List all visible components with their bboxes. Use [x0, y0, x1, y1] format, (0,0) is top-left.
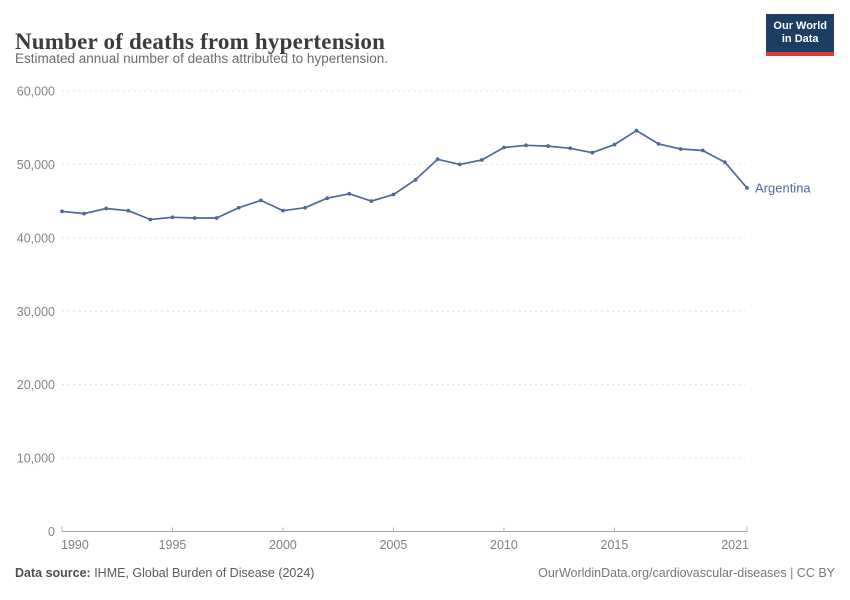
data-point: [391, 192, 396, 197]
x-axis-tick-label: 2015: [601, 538, 629, 552]
data-point: [214, 216, 219, 220]
data-point: [303, 205, 307, 210]
data-point: [524, 143, 528, 148]
data-point: [457, 162, 462, 167]
y-axis-tick-label: 30,000: [17, 305, 55, 319]
data-point: [347, 191, 352, 196]
data-point: [148, 217, 153, 222]
data-point: [60, 209, 64, 214]
data-point: [745, 186, 749, 190]
x-axis-tick-label: 1995: [159, 538, 187, 552]
data-point: [612, 142, 617, 147]
data-point: [590, 150, 595, 155]
chart-subtitle: Estimated annual number of deaths attrib…: [15, 51, 388, 66]
data-source-label: Data source:: [15, 566, 91, 580]
data-point: [192, 216, 197, 220]
data-point: [435, 157, 440, 162]
page-title: Number of deaths from hypertension: [15, 29, 386, 55]
data-point: [104, 206, 109, 211]
data-point: [369, 199, 374, 204]
y-axis-tick-label: 10,000: [17, 452, 55, 466]
y-axis-tick-label: 0: [48, 525, 55, 539]
credit-link[interactable]: OurWorldinData.org/cardiovascular-diseas…: [538, 566, 835, 580]
y-axis-tick-label: 60,000: [17, 85, 55, 99]
data-point: [568, 146, 573, 151]
data-source: Data source: IHME, Global Burden of Dise…: [15, 566, 314, 586]
owid-logo-line2: in Data: [781, 33, 819, 45]
data-point: [479, 158, 484, 162]
y-axis-tick-label: 20,000: [17, 378, 55, 392]
data-point: [502, 145, 506, 150]
data-point: [170, 215, 175, 220]
chart-footer: Data source: IHME, Global Burden of Dise…: [15, 566, 835, 586]
owid-logo-line1: Our World: [773, 20, 827, 32]
line-chart[interactable]: 0 10,000 20,000 30,000 40,000 50,000 60,000 199…: [0, 78, 850, 578]
data-point: [723, 160, 727, 165]
x-axis-tick-label: 2010: [490, 538, 518, 552]
data-point: [281, 208, 285, 213]
x-axis-tick-label: 2005: [380, 538, 408, 552]
data-point: [325, 196, 330, 201]
series-end-label[interactable]: Argentina: [755, 180, 811, 195]
y-axis-tick-label: 40,000: [17, 231, 55, 245]
x-axis-tick-label: 1990: [61, 538, 89, 552]
x-axis-tick-label: 2000: [269, 538, 297, 552]
data-source-text: IHME, Global Burden of Disease (2024): [90, 566, 315, 580]
data-point: [126, 208, 131, 213]
data-point: [678, 147, 683, 151]
y-axis-tick-label: 50,000: [17, 158, 55, 172]
data-point: [656, 141, 661, 146]
data-point: [546, 144, 551, 148]
data-point: [700, 148, 705, 153]
series-line-argentina[interactable]: [61, 129, 748, 221]
owid-logo[interactable]: Our World in Data: [766, 14, 834, 56]
x-axis-tick-label: 2021: [721, 538, 749, 552]
data-point: [258, 198, 263, 203]
data-point: [634, 128, 639, 133]
data-point: [413, 177, 418, 182]
data-point: [236, 205, 241, 210]
data-point: [82, 211, 86, 216]
